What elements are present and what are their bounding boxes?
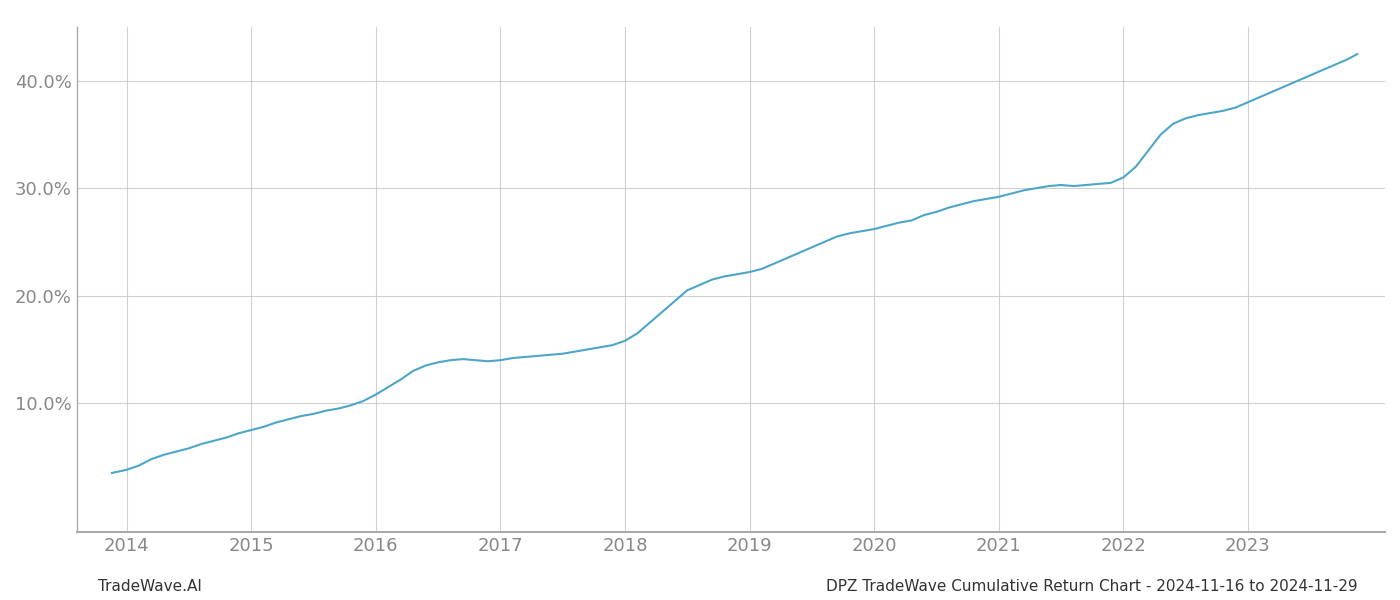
Text: DPZ TradeWave Cumulative Return Chart - 2024-11-16 to 2024-11-29: DPZ TradeWave Cumulative Return Chart - … — [826, 579, 1358, 594]
Text: TradeWave.AI: TradeWave.AI — [98, 579, 202, 594]
